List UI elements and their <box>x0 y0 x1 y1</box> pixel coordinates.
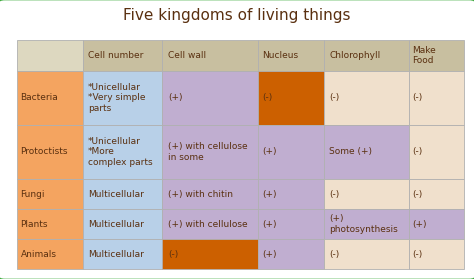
Text: Nucleus: Nucleus <box>262 51 298 60</box>
Text: (-): (-) <box>412 189 423 199</box>
Text: (+) with cellulose
in some: (+) with cellulose in some <box>168 142 247 162</box>
Text: *Unicellular
*Very simple
parts: *Unicellular *Very simple parts <box>88 83 145 112</box>
Bar <box>162 239 258 269</box>
Text: (+): (+) <box>262 250 276 259</box>
Text: Multicellular: Multicellular <box>88 220 144 229</box>
Bar <box>258 40 324 71</box>
Text: (+): (+) <box>168 93 182 102</box>
Bar <box>409 239 464 269</box>
Text: (-): (-) <box>329 189 339 199</box>
Bar <box>83 209 162 239</box>
Bar <box>17 239 83 269</box>
Bar <box>162 125 258 179</box>
Text: Bacteria: Bacteria <box>20 93 58 102</box>
Text: (-): (-) <box>168 250 178 259</box>
Bar <box>258 125 324 179</box>
Text: (+): (+) <box>262 220 276 229</box>
Bar <box>83 125 162 179</box>
Bar <box>162 179 258 209</box>
Bar <box>324 239 409 269</box>
Text: Protoctists: Protoctists <box>20 147 68 157</box>
Text: (+): (+) <box>262 147 276 157</box>
Text: (+) with cellulose: (+) with cellulose <box>168 220 247 229</box>
Bar <box>17 71 83 125</box>
Bar <box>324 40 409 71</box>
Bar <box>258 209 324 239</box>
Bar <box>17 209 83 239</box>
Bar <box>258 239 324 269</box>
Bar <box>409 125 464 179</box>
Text: Cell number: Cell number <box>88 51 143 60</box>
Text: (+)
photosynthesis: (+) photosynthesis <box>329 215 398 234</box>
Text: (-): (-) <box>412 250 423 259</box>
Text: Cell wall: Cell wall <box>168 51 206 60</box>
Bar <box>324 125 409 179</box>
Bar <box>83 179 162 209</box>
Text: (-): (-) <box>262 93 272 102</box>
Bar <box>83 71 162 125</box>
Text: *Unicellular
*More
complex parts: *Unicellular *More complex parts <box>88 137 152 167</box>
Text: Multicellular: Multicellular <box>88 189 144 199</box>
Bar <box>409 179 464 209</box>
Bar <box>409 71 464 125</box>
Bar <box>324 209 409 239</box>
Bar <box>83 239 162 269</box>
Text: Some (+): Some (+) <box>329 147 372 157</box>
Bar <box>324 71 409 125</box>
Text: Multicellular: Multicellular <box>88 250 144 259</box>
Text: (+) with chitin: (+) with chitin <box>168 189 233 199</box>
Text: (+): (+) <box>412 220 427 229</box>
Text: Fungi: Fungi <box>20 189 45 199</box>
Text: Plants: Plants <box>20 220 48 229</box>
Text: Animals: Animals <box>20 250 56 259</box>
Text: (-): (-) <box>329 250 339 259</box>
Bar <box>83 40 162 71</box>
Text: Chlorophyll: Chlorophyll <box>329 51 381 60</box>
Bar <box>409 209 464 239</box>
Text: (-): (-) <box>412 93 423 102</box>
Bar <box>17 125 83 179</box>
Text: Make
Food: Make Food <box>412 46 436 65</box>
Text: (-): (-) <box>329 93 339 102</box>
Bar <box>162 209 258 239</box>
Bar <box>324 179 409 209</box>
Bar <box>17 179 83 209</box>
Bar <box>409 40 464 71</box>
Text: (-): (-) <box>412 147 423 157</box>
Bar <box>258 179 324 209</box>
Bar <box>17 40 83 71</box>
Bar <box>162 71 258 125</box>
Text: Five kingdoms of living things: Five kingdoms of living things <box>123 8 351 23</box>
Bar <box>258 71 324 125</box>
Bar <box>162 40 258 71</box>
Text: (+): (+) <box>262 189 276 199</box>
